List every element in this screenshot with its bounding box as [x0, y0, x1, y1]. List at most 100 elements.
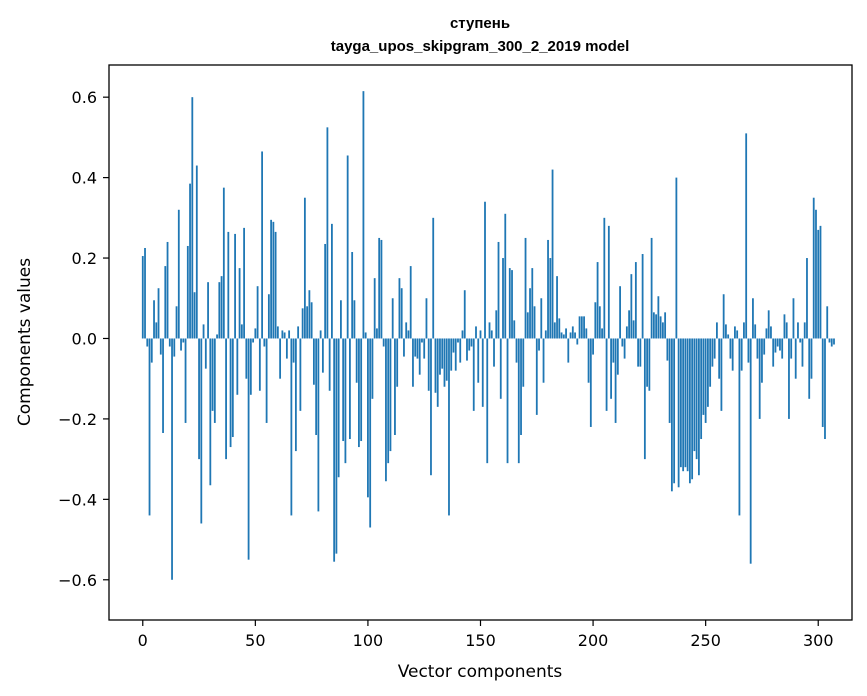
- bar: [758, 338, 761, 419]
- bar: [549, 258, 552, 339]
- bar: [146, 338, 149, 347]
- bar: [337, 338, 340, 478]
- bar: [243, 227, 245, 339]
- bar: [353, 300, 356, 339]
- bar: [463, 290, 466, 339]
- bar: [344, 338, 347, 464]
- bar: [193, 292, 196, 339]
- y-tick-label: −0.4: [58, 490, 97, 509]
- bar: [770, 326, 772, 339]
- bar: [479, 330, 482, 339]
- plot-frame: [108, 64, 853, 621]
- bar: [430, 338, 432, 476]
- bar: [265, 338, 268, 423]
- bar: [571, 326, 574, 339]
- bar: [677, 338, 680, 488]
- bar: [434, 338, 437, 393]
- y-tick-label: 0.4: [72, 169, 97, 188]
- bar: [333, 338, 336, 562]
- bar: [317, 338, 320, 512]
- bar: [551, 169, 554, 339]
- bar: [589, 338, 592, 427]
- bar: [279, 338, 282, 379]
- bar: [664, 312, 667, 339]
- bar: [207, 282, 209, 339]
- y-axis-ticks: −0.6 −0.4 −0.2 0.0 0.2 0.4 0.6: [58, 88, 109, 590]
- bar: [601, 328, 603, 339]
- bar: [781, 338, 784, 359]
- bar: [310, 302, 313, 339]
- bar: [371, 338, 374, 399]
- bar: [488, 322, 491, 339]
- bar: [585, 328, 588, 339]
- bar: [216, 334, 218, 339]
- bar: [747, 338, 750, 363]
- bar: [679, 338, 682, 468]
- bar: [612, 338, 615, 363]
- bar: [702, 338, 705, 415]
- bar: [360, 338, 363, 442]
- bar: [391, 298, 394, 339]
- bar: [144, 247, 146, 339]
- bar: [409, 266, 412, 339]
- bar: [648, 338, 651, 391]
- bar: [529, 288, 531, 339]
- bar: [792, 298, 795, 339]
- bar: [684, 338, 687, 468]
- bar: [450, 338, 453, 371]
- bar: [749, 338, 752, 564]
- bar: [202, 324, 205, 339]
- bar: [743, 322, 745, 339]
- bar: [783, 314, 786, 339]
- bar: [389, 338, 392, 452]
- bar: [380, 239, 383, 339]
- bar: [400, 288, 403, 339]
- bar: [324, 243, 327, 339]
- bar: [731, 338, 734, 371]
- bar: [204, 338, 207, 369]
- x-tick-label: 250: [690, 631, 721, 650]
- bar: [234, 233, 236, 339]
- bar: [506, 338, 509, 464]
- bar: [186, 245, 189, 339]
- bar: [592, 338, 594, 355]
- bar: [655, 314, 658, 339]
- bar: [247, 338, 250, 560]
- bar: [263, 338, 266, 347]
- bar: [583, 316, 585, 339]
- bar: [797, 322, 799, 339]
- x-tick-label: 100: [353, 631, 384, 650]
- bar: [200, 338, 203, 524]
- bar: [166, 241, 169, 339]
- bar: [538, 338, 540, 351]
- bar: [358, 338, 360, 448]
- bar: [283, 332, 286, 339]
- bar: [175, 306, 178, 339]
- bar: [412, 338, 414, 387]
- bar: [774, 338, 777, 353]
- bar: [472, 338, 475, 411]
- bar: [198, 338, 200, 460]
- bar: [569, 332, 572, 339]
- bar: [815, 209, 817, 339]
- bar: [670, 338, 673, 492]
- bar: [535, 338, 538, 415]
- bar: [709, 338, 712, 387]
- bar: [454, 338, 457, 371]
- bar: [378, 237, 381, 339]
- bar: [405, 322, 408, 339]
- bar: [619, 286, 621, 339]
- bar: [646, 338, 649, 387]
- bar: [229, 338, 232, 448]
- bar: [236, 338, 239, 395]
- bar: [394, 338, 396, 435]
- bar: [499, 338, 502, 399]
- bar: [531, 268, 534, 339]
- bar: [252, 338, 254, 343]
- bar: [238, 268, 241, 339]
- bar: [421, 338, 423, 343]
- y-tick-label: −0.6: [58, 571, 97, 590]
- bar: [594, 302, 597, 339]
- bar: [290, 338, 293, 516]
